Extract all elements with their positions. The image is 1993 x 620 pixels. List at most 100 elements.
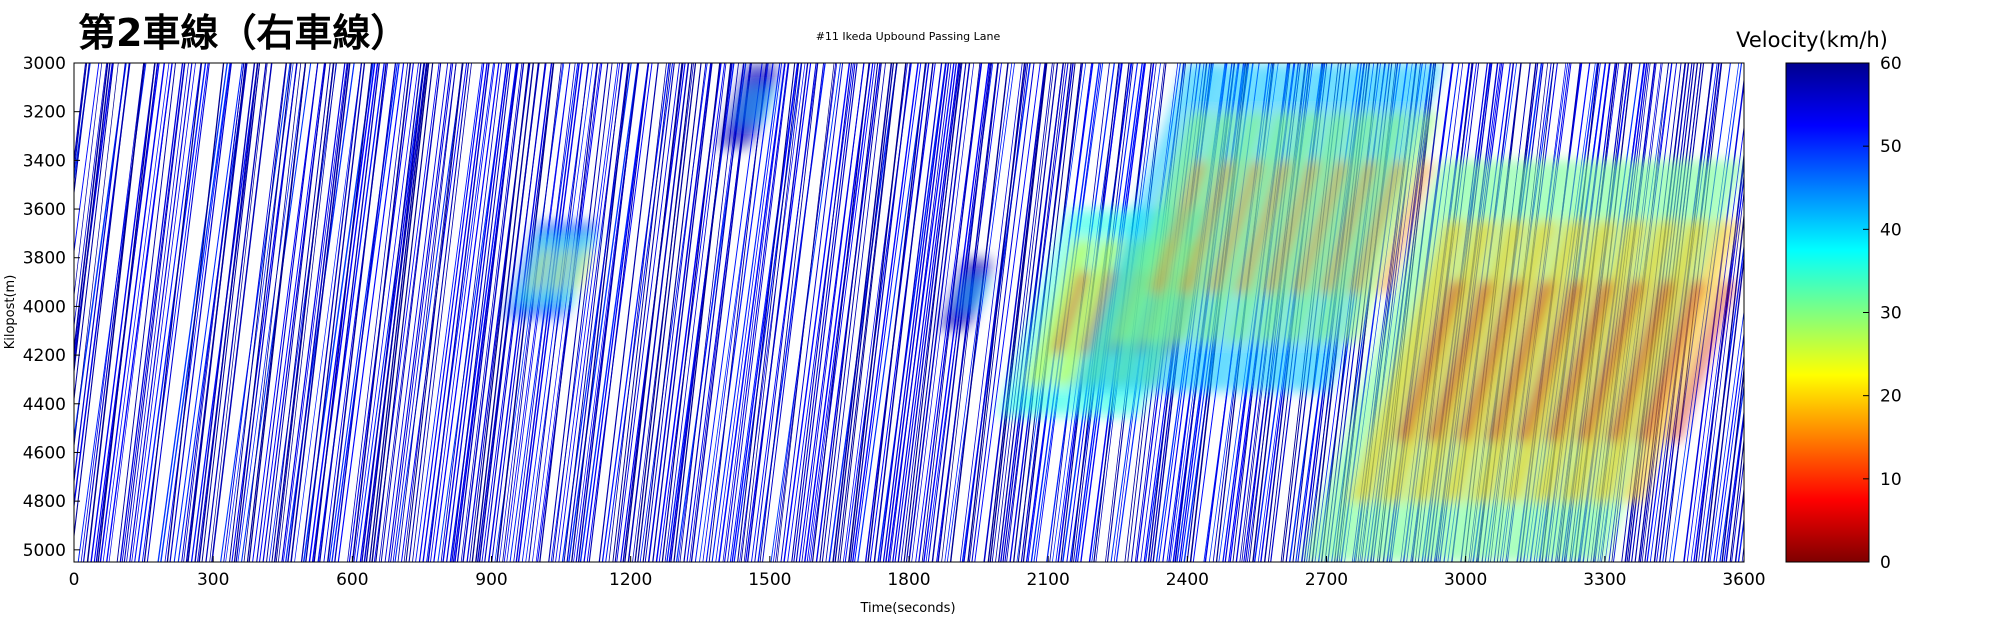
vehicle-trajectory [601, 63, 670, 562]
vehicle-trajectory [754, 63, 817, 562]
vehicle-trajectory [359, 63, 426, 562]
vehicle-trajectory [129, 63, 193, 562]
vehicle-trajectory [134, 63, 202, 562]
vehicle-trajectory [887, 63, 955, 562]
vehicle-trajectory [440, 63, 502, 562]
congestion-band [1635, 280, 1706, 442]
vehicle-trajectory [959, 63, 1023, 562]
vehicle-trajectory [664, 63, 727, 562]
vehicle-trajectory [885, 63, 950, 562]
vehicle-trajectory [877, 63, 947, 562]
vehicle-trajectory [879, 63, 943, 562]
vehicle-trajectory [1731, 457, 1744, 562]
congestion-band [1376, 161, 1435, 294]
vehicle-trajectory [74, 63, 88, 176]
vehicle-trajectory [166, 63, 225, 562]
vehicle-trajectory [427, 63, 490, 562]
vehicle-trajectory [905, 63, 967, 562]
y-tick-label: 4200 [23, 346, 66, 366]
vehicle-trajectory [294, 63, 362, 562]
vehicle-trajectory [74, 63, 130, 541]
x-axis-label: Time(seconds) [859, 601, 955, 616]
vehicle-trajectory [889, 63, 952, 562]
vehicle-trajectory [759, 63, 819, 562]
x-tick-label: 1800 [887, 570, 930, 590]
congestion-band [1300, 160, 1475, 562]
vehicle-trajectory [727, 63, 790, 562]
vehicle-trajectory [614, 63, 675, 562]
vehicle-trajectory [460, 63, 523, 562]
vehicle-trajectory [169, 63, 232, 562]
chart-title: #11 Ikeda Upbound Passing Lane [816, 30, 1001, 43]
vehicle-trajectory [475, 63, 535, 562]
vehicle-trajectory [612, 63, 671, 562]
vehicle-trajectory [418, 63, 485, 562]
vehicle-trajectory [388, 63, 452, 562]
vehicle-trajectory [722, 63, 786, 562]
vehicle-trajectory [987, 63, 1047, 562]
vehicle-trajectory [380, 63, 442, 562]
vehicle-trajectory [351, 63, 412, 562]
vehicle-trajectory [123, 63, 186, 562]
congestion-band [529, 250, 553, 290]
y-tick-label: 4800 [23, 492, 66, 512]
vehicle-trajectory [661, 63, 721, 562]
vehicle-trajectory [944, 63, 1013, 562]
vehicle-trajectory [248, 63, 307, 562]
vehicle-trajectory [563, 63, 623, 562]
vehicle-trajectory [281, 63, 346, 562]
vehicle-trajectory [97, 63, 156, 562]
congestion-band [727, 75, 757, 136]
vehicle-trajectory [949, 63, 1009, 562]
congestion-band [570, 250, 593, 290]
x-tick-label: 2400 [1166, 570, 1209, 590]
vehicle-trajectory [873, 63, 934, 562]
vehicle-trajectory [1701, 242, 1744, 562]
congestion-band [1545, 280, 1615, 442]
vehicle-trajectory [361, 63, 422, 562]
vehicle-trajectory [451, 63, 512, 562]
colorbar-ticks: 0 10 20 30 40 50 60 [1863, 54, 1902, 573]
congestion-band [549, 250, 573, 290]
vehicle-trajectory [86, 63, 145, 562]
vehicle-trajectory [892, 63, 957, 562]
vehicle-trajectory [266, 63, 326, 562]
congestion-band [748, 75, 778, 136]
congestion-band [1575, 280, 1646, 442]
vehicle-trajectory [539, 63, 599, 562]
vehicle-trajectory [233, 63, 292, 562]
vehicle-trajectory [762, 63, 825, 562]
congestion-band [1319, 161, 1378, 294]
vehicle-trajectory [319, 63, 380, 562]
vehicle-trajectory [974, 63, 1041, 562]
vehicle-trajectory [983, 63, 1046, 562]
x-tick-label: 2100 [1027, 570, 1070, 590]
vehicle-trajectory [566, 63, 629, 562]
vehicle-trajectory [850, 63, 911, 562]
vehicle-trajectory [616, 63, 680, 562]
vehicle-trajectory [446, 63, 510, 562]
vehicle-trajectory [694, 63, 763, 562]
y-tick-label: 3200 [23, 103, 66, 123]
vehicle-trajectory [223, 63, 287, 562]
vehicle-trajectory [371, 63, 430, 562]
vehicle-trajectory [1698, 189, 1744, 562]
congestion-band [737, 75, 768, 136]
vehicle-trajectory [422, 63, 488, 562]
vehicle-trajectory [624, 63, 683, 562]
vehicle-trajectory [821, 63, 882, 562]
vehicle-trajectory [795, 63, 858, 562]
congestion-band [1485, 280, 1555, 442]
vehicle-trajectory [308, 63, 376, 562]
vehicle-trajectory [355, 63, 425, 562]
vehicle-trajectory [397, 63, 457, 562]
vehicle-trajectory [598, 63, 659, 562]
y-tick-label: 3600 [23, 200, 66, 220]
vehicle-trajectory [74, 63, 100, 256]
vehicle-trajectory [903, 63, 962, 562]
x-tick-label: 1500 [748, 570, 791, 590]
vehicle-trajectory [1723, 408, 1744, 562]
x-tick-label: 600 [336, 570, 368, 590]
vehicle-trajectory [908, 63, 971, 562]
vehicle-trajectory [173, 63, 243, 562]
